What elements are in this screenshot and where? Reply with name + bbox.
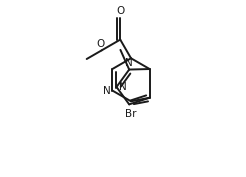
Text: N: N <box>125 58 133 68</box>
Text: N: N <box>119 82 126 92</box>
Text: O: O <box>116 7 124 16</box>
Text: Br: Br <box>125 109 137 119</box>
Text: N: N <box>103 85 111 96</box>
Text: O: O <box>97 39 105 49</box>
